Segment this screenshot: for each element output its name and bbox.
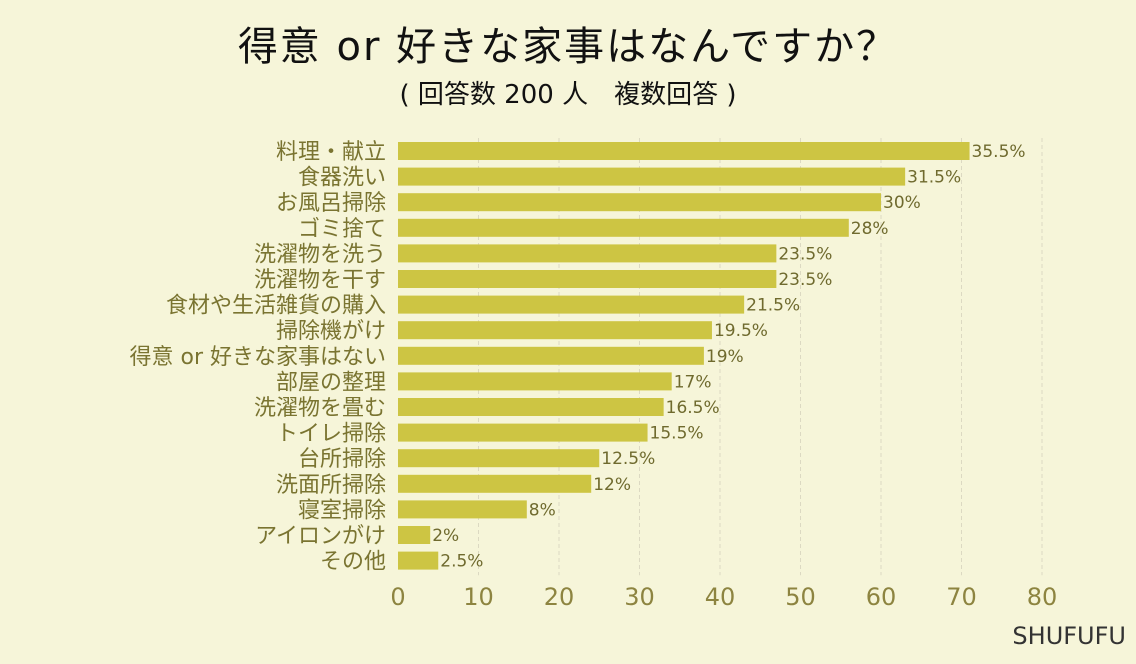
- bar: [398, 551, 439, 570]
- x-axis-ticks: 0 10 20 30 40 50 60 70 80: [390, 583, 1057, 611]
- x-tick-label: 80: [1027, 583, 1058, 611]
- bar: [398, 321, 712, 340]
- bar: [398, 500, 527, 519]
- category-label: 部屋の整理: [276, 370, 386, 395]
- bar: [398, 270, 777, 288]
- category-label: 食材や生活雑貨の購入: [166, 294, 386, 319]
- category-label: ゴミ捨て: [298, 217, 386, 242]
- category-label: お風呂掃除: [276, 191, 386, 216]
- x-tick-label: 70: [946, 583, 977, 611]
- value-label: 16.5%: [666, 398, 720, 418]
- bar: [398, 346, 704, 365]
- category-label: 洗濯物を畳む: [254, 396, 386, 421]
- category-label: アイロンがけ: [255, 524, 386, 549]
- bar: [398, 218, 849, 237]
- category-labels: 料理・献立食器洗いお風呂掃除ゴミ捨て洗濯物を洗う洗濯物を干す食材や生活雑貨の購入…: [130, 140, 387, 575]
- category-label: 洗濯物を洗う: [254, 242, 386, 267]
- x-tick-label: 20: [544, 583, 575, 611]
- bar: [398, 398, 664, 416]
- value-label: 19.5%: [714, 321, 768, 341]
- value-label: 23.5%: [778, 244, 832, 264]
- category-label: トイレ掃除: [276, 422, 386, 447]
- x-tick-label: 40: [705, 583, 736, 611]
- value-label: 8%: [529, 500, 556, 520]
- brand-logo: SHUFUFU: [1012, 622, 1126, 650]
- category-label: 得意 or 好きな家事はない: [130, 345, 387, 370]
- category-label: 掃除機がけ: [276, 319, 386, 344]
- value-label: 17%: [674, 372, 712, 392]
- category-label: その他: [320, 550, 386, 575]
- category-label: 台所掃除: [298, 447, 386, 472]
- value-label: 19%: [706, 347, 744, 367]
- chart-subtitle: ( 回答数 200 人 複数回答 ): [399, 80, 737, 110]
- x-tick-label: 30: [624, 583, 655, 611]
- bar: [398, 167, 906, 186]
- bar: [398, 423, 648, 442]
- category-label: 洗面所掃除: [276, 473, 386, 498]
- x-tick-label: 50: [785, 583, 816, 611]
- category-label: 寝室掃除: [298, 498, 386, 523]
- bar: [398, 526, 431, 544]
- value-label: 35.5%: [972, 142, 1026, 162]
- bar: [398, 193, 881, 212]
- bar: [398, 244, 777, 263]
- x-tick-label: 0: [390, 583, 405, 611]
- value-label: 30%: [883, 193, 921, 213]
- bars: [398, 142, 970, 570]
- value-label: 15.5%: [650, 424, 704, 444]
- bar: [398, 295, 745, 314]
- value-label: 31.5%: [907, 168, 961, 188]
- x-tick-label: 60: [866, 583, 897, 611]
- value-label: 2.5%: [440, 552, 483, 572]
- value-labels: 35.5% 31.5% 30% 28% 23.5% 23.5% 21.5% 19.5% 19% 1…: [432, 142, 1025, 572]
- category-label: 洗濯物を干す: [254, 268, 386, 293]
- value-label: 28%: [851, 219, 889, 239]
- value-label: 23.5%: [778, 270, 832, 290]
- bar: [398, 474, 592, 493]
- value-label: 21.5%: [746, 296, 800, 316]
- bar: [398, 142, 970, 160]
- bar: [398, 449, 600, 468]
- chart-title: 得意 or 好きな家事はなんですか？: [237, 24, 899, 70]
- value-label: 2%: [432, 526, 459, 546]
- x-tick-label: 10: [463, 583, 494, 611]
- category-label: 食器洗い: [298, 166, 386, 191]
- bar: [398, 372, 672, 391]
- value-label: 12%: [593, 475, 631, 495]
- category-label: 料理・献立: [276, 140, 386, 165]
- value-label: 12.5%: [601, 449, 655, 469]
